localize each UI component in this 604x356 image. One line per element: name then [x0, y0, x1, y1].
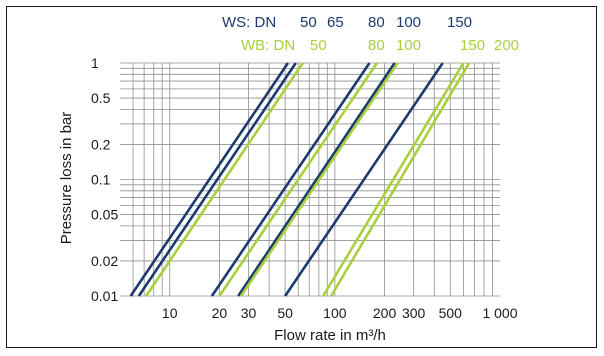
ws-dn-50-label: 50 [300, 14, 317, 31]
series-line-wb-dn-200 [330, 62, 471, 297]
y-tick-label: 0.01 [91, 288, 118, 304]
series-line-ws-dn-80 [210, 62, 371, 297]
series-line-wb-dn-150 [322, 62, 465, 297]
wb-dn-50-label: 50 [310, 37, 327, 54]
series-lines [129, 62, 471, 297]
x-tick-label: 10 [162, 305, 178, 321]
x-tick-label: 500 [439, 305, 463, 321]
ws-dn-80-label: 80 [368, 14, 385, 31]
wb-dn-80-label: 80 [368, 37, 385, 54]
wb-dn-200-label: 200 [494, 37, 519, 54]
y-axis-label: Pressure loss in bar [58, 112, 75, 245]
x-tick-label: 1 000 [482, 305, 517, 321]
ws-dn-65-label: 65 [327, 14, 344, 31]
y-tick-label: 1 [91, 55, 99, 71]
x-axis-label: Flow rate in m³/h [274, 327, 386, 344]
wb-dn-labels: WB: DN 50 80 100 150 200 [241, 37, 519, 54]
x-tick-labels: 10 20 30 50 100 200 300 500 1 000 [162, 305, 518, 321]
ws-dn-100-label: 100 [396, 14, 421, 31]
series-line-wb-dn-50 [145, 62, 304, 297]
y-tick-label: 0.05 [91, 207, 118, 223]
series-line-ws-dn-150 [284, 62, 444, 297]
y-tick-labels: 1 0.5 0.2 0.1 0.05 0.02 0.01 [91, 55, 118, 304]
x-tick-label: 300 [402, 305, 426, 321]
series-line-wb-dn-80 [218, 62, 379, 297]
wb-dn-100-label: 100 [396, 37, 421, 54]
wb-dn-150-label: 150 [460, 37, 485, 54]
x-tick-label: 30 [241, 305, 257, 321]
x-tick-label: 200 [373, 305, 397, 321]
x-tick-label: 100 [323, 305, 347, 321]
x-tick-label: 50 [277, 305, 293, 321]
series-line-wb-dn-100 [239, 62, 399, 297]
ws-dn-labels: WS: DN 50 65 80 100 150 [222, 14, 472, 31]
series-line-ws-dn-100 [237, 62, 396, 297]
ws-dn-150-label: 150 [447, 14, 472, 31]
series-line-ws-dn-50 [129, 62, 290, 297]
y-tick-label: 0.1 [91, 172, 111, 188]
y-tick-label: 0.02 [91, 253, 118, 269]
ws-prefix-label: WS: DN [222, 14, 276, 31]
x-tick-label: 20 [212, 305, 228, 321]
series-line-ws-dn-65 [137, 62, 297, 297]
y-tick-label: 0.5 [91, 90, 111, 106]
wb-prefix-label: WB: DN [241, 37, 295, 54]
y-tick-label: 0.2 [91, 136, 111, 152]
